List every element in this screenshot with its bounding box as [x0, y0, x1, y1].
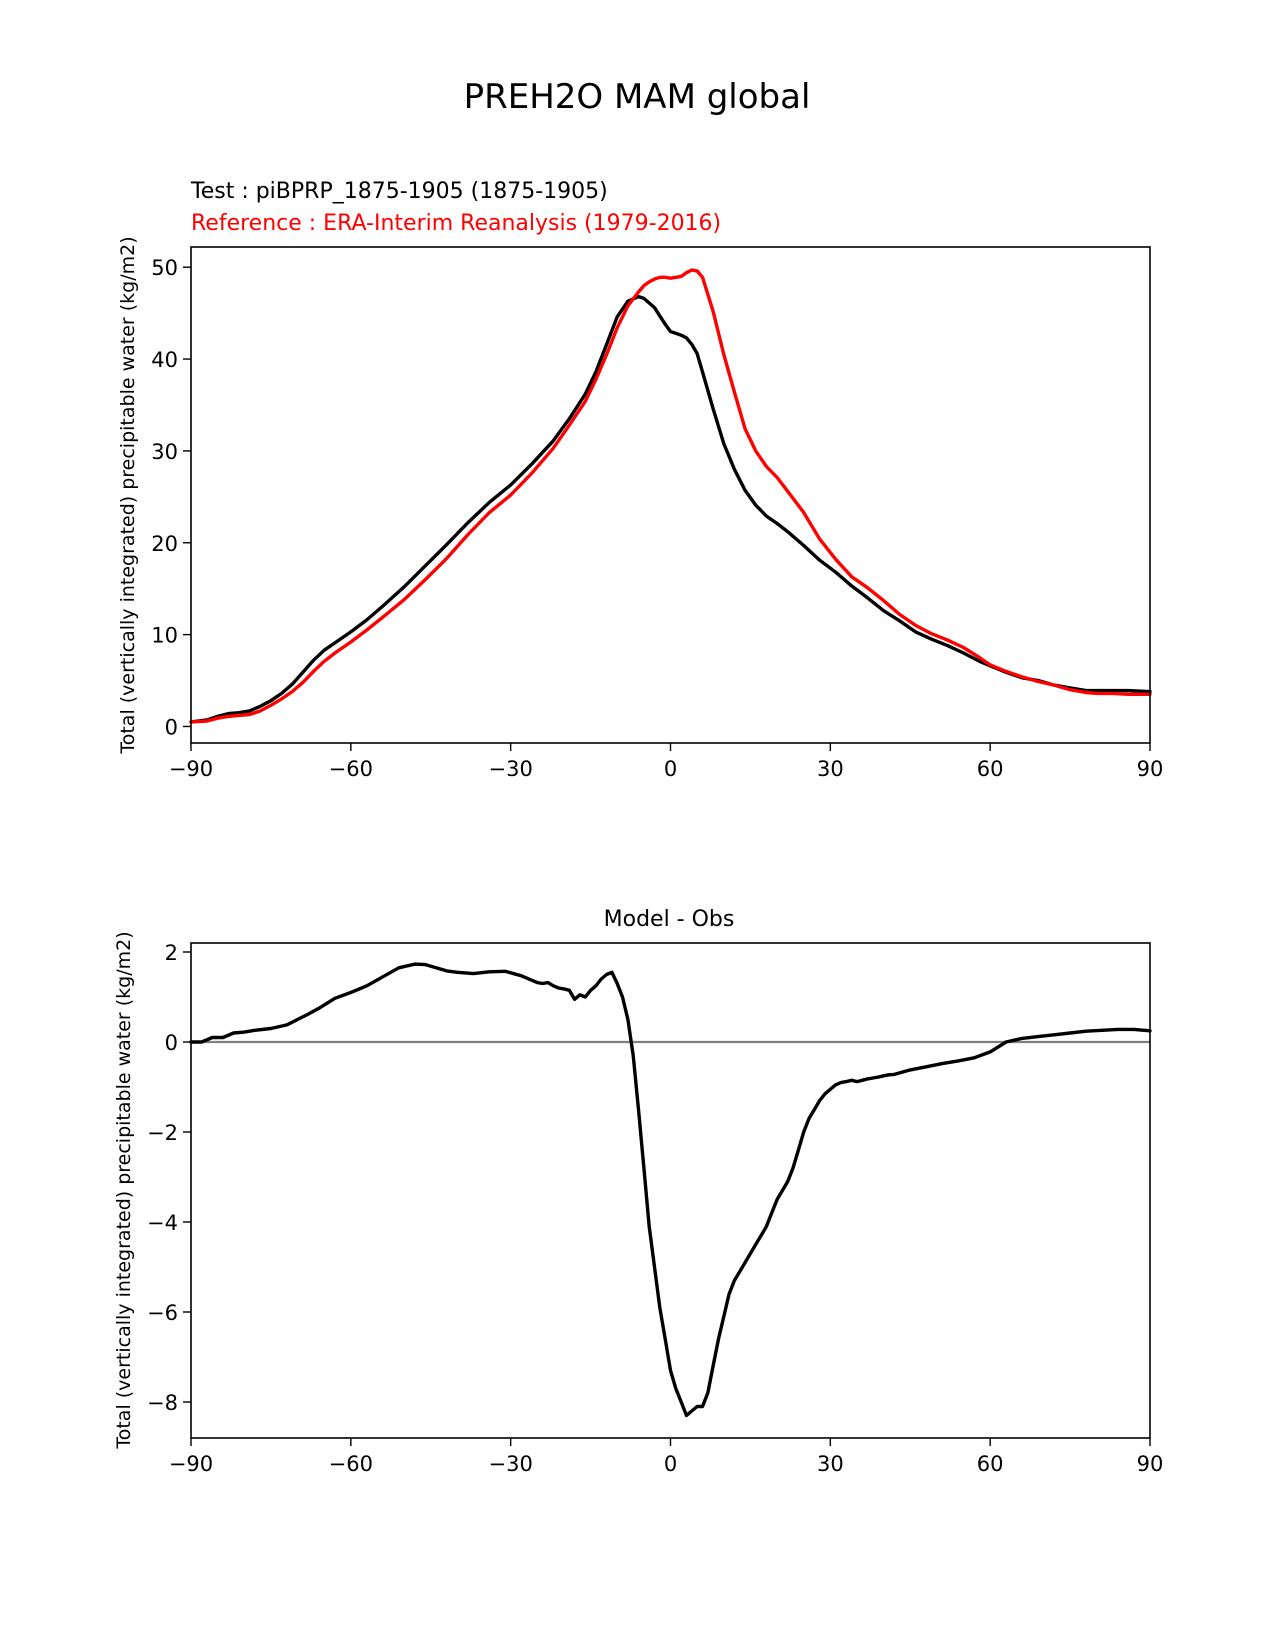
x-tick-label: −90: [169, 1452, 213, 1476]
x-tick-label: 30: [817, 1452, 844, 1476]
y-tick-label: 0: [165, 715, 178, 739]
y-tick-label: −2: [147, 1121, 178, 1145]
x-tick-label: −60: [329, 757, 373, 781]
top-panel: Test : piBPRP_1875-1905 (1875-1905) Refe…: [117, 179, 1163, 781]
series-line-reference: [189, 268, 1152, 724]
y-tick-label: 40: [151, 348, 178, 372]
x-tick-label: −60: [329, 1452, 373, 1476]
x-tick-label: 60: [977, 1452, 1004, 1476]
y-tick-label: −4: [147, 1211, 178, 1235]
x-tick-label: −30: [489, 757, 533, 781]
bottom-panel: Model - Obs Total (vertically integrated…: [113, 907, 1163, 1476]
bottom-y-axis-label: Total (vertically integrated) precipitab…: [113, 931, 135, 1449]
y-tick-label: 20: [151, 532, 178, 556]
bottom-panel-title: Model - Obs: [604, 907, 735, 932]
x-tick-label: 60: [977, 757, 1004, 781]
y-tick-label: −6: [147, 1301, 178, 1325]
figure-title: PREH2O MAM global: [464, 77, 811, 117]
top-y-axis-label: Total (vertically integrated) precipitab…: [117, 236, 139, 754]
test-label: Test : piBPRP_1875-1905 (1875-1905): [190, 179, 608, 204]
y-tick-label: 30: [151, 440, 178, 464]
y-tick-label: 0: [165, 1031, 178, 1055]
reference-label: Reference : ERA-Interim Reanalysis (1979…: [191, 211, 721, 236]
x-tick-label: −90: [169, 757, 213, 781]
x-tick-label: 30: [817, 757, 844, 781]
y-tick-label: 10: [151, 624, 178, 648]
series-line-model-obs: [189, 962, 1152, 1418]
x-tick-label: 0: [664, 1452, 677, 1476]
x-tick-label: −30: [489, 1452, 533, 1476]
x-tick-label: 0: [664, 757, 677, 781]
plot-frame: [190, 246, 1151, 744]
y-tick-label: 50: [151, 256, 178, 280]
x-tick-label: 90: [1137, 757, 1164, 781]
y-tick-label: 2: [165, 941, 178, 965]
y-tick-label: −8: [147, 1391, 178, 1415]
series-line-test: [189, 294, 1152, 724]
x-tick-label: 90: [1137, 1452, 1164, 1476]
